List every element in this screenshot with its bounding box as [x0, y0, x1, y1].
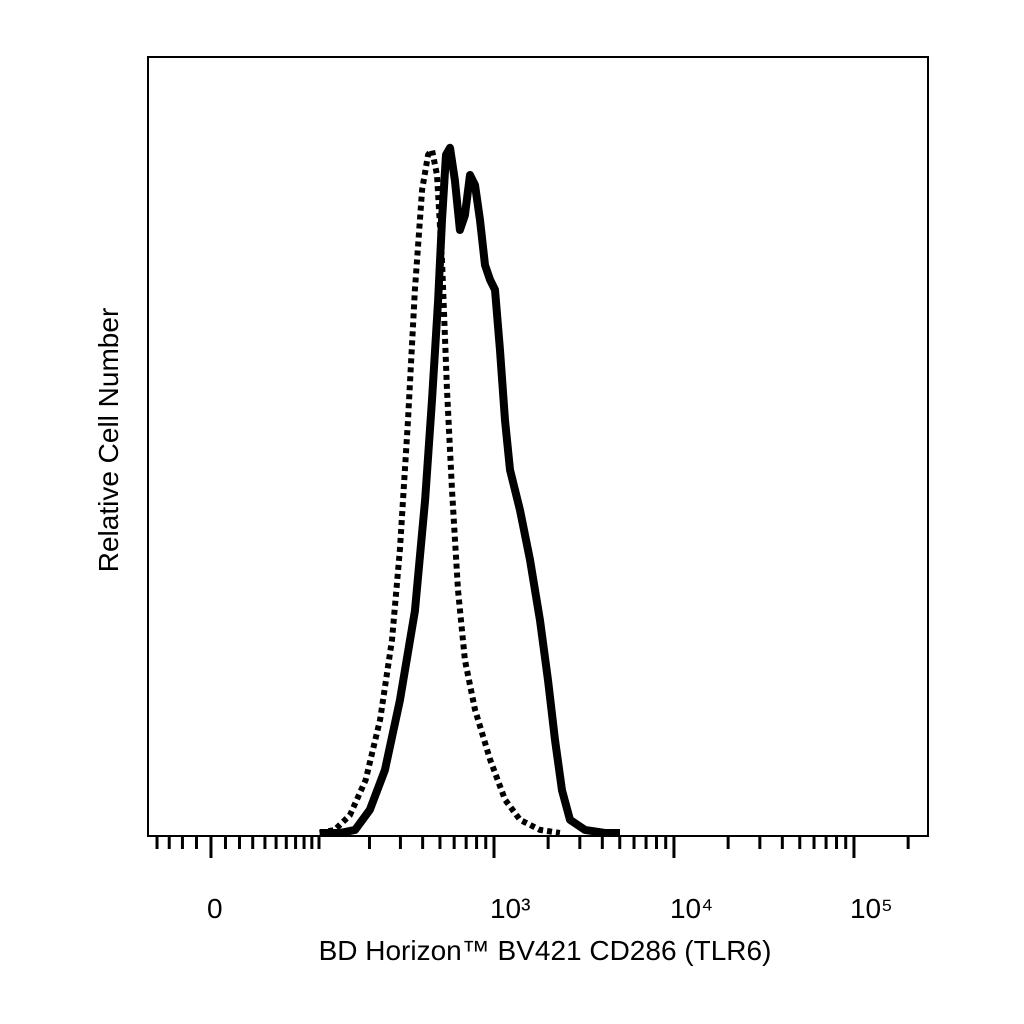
- x-tick-label: 10⁴: [670, 893, 713, 924]
- x-tick-label: 10³: [490, 893, 530, 924]
- x-tick-label: 10⁵: [850, 893, 893, 924]
- x-tick-label: 0: [207, 893, 223, 924]
- histogram-line: [319, 147, 561, 836]
- plot-frame: [147, 56, 929, 837]
- x-axis-label: BD Horizon™ BV421 CD286 (TLR6): [319, 935, 772, 966]
- histogram-line: [319, 143, 620, 837]
- y-axis-label: Relative Cell Number: [93, 308, 124, 573]
